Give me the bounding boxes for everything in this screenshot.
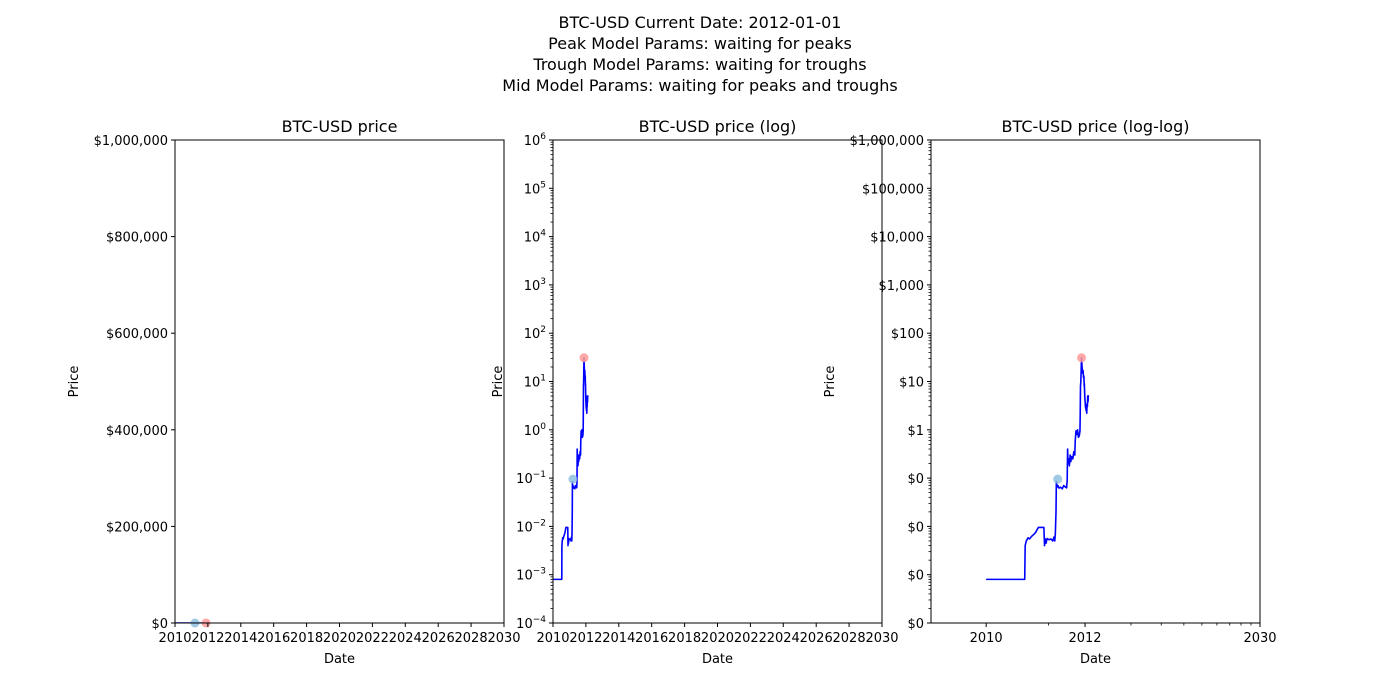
figure-title-line-1: BTC-USD Current Date: 2012-01-01 [558, 13, 842, 32]
y-tick-label: $100,000 [862, 182, 924, 197]
y-tick-label: 103 [524, 277, 546, 294]
x-tick-label: 2014 [224, 631, 257, 646]
x-tick-label: 2024 [389, 631, 422, 646]
subplot-title: BTC-USD price [282, 117, 398, 136]
x-tick-label: 2010 [158, 631, 191, 646]
x-tick-label: 2024 [767, 631, 800, 646]
y-tick-label: 100 [524, 422, 547, 439]
y-tick-label: $1,000 [879, 279, 925, 294]
subplot-title: BTC-USD price (log-log) [1002, 117, 1190, 136]
y-axis-label: Price [67, 366, 82, 398]
x-axis-label: Date [324, 652, 355, 667]
x-tick-label: 2030 [1243, 631, 1276, 646]
x-tick-label: 2016 [635, 631, 668, 646]
price-series-line [553, 356, 589, 581]
x-tick-label: 2026 [422, 631, 455, 646]
y-tick-label: $0 [907, 569, 924, 584]
y-tick-label: 10−4 [516, 615, 546, 632]
y-axis-label: Price [823, 366, 838, 398]
x-tick-label: 2010 [536, 631, 569, 646]
x-tick-label: 2030 [865, 631, 898, 646]
y-tick-label: 106 [524, 132, 547, 149]
y-tick-label: 104 [524, 229, 547, 246]
y-tick-label: $1,000,000 [850, 134, 924, 149]
figure-title-line-4: Mid Model Params: waiting for peaks and … [502, 76, 898, 95]
axes-frame [174, 139, 505, 624]
y-tick-label: 102 [524, 325, 546, 342]
x-tick-label: 2012 [1068, 631, 1101, 646]
x-tick-label: 2012 [569, 631, 602, 646]
price-series-line [986, 356, 1090, 581]
y-tick-label: 10−1 [516, 470, 546, 487]
x-axis-label: Date [702, 652, 733, 667]
x-tick-label: 2018 [290, 631, 323, 646]
x-tick-label: 2020 [701, 631, 734, 646]
y-tick-label: $100 [891, 327, 924, 342]
x-tick-label: 2022 [356, 631, 389, 646]
x-tick-label: 2026 [800, 631, 833, 646]
x-tick-label: 2010 [970, 631, 1003, 646]
x-tick-label: 2030 [487, 631, 520, 646]
axes-frame [930, 139, 1261, 624]
y-tick-label: $0 [907, 617, 924, 632]
x-tick-label: 2012 [191, 631, 224, 646]
y-tick-label: 10−2 [516, 518, 546, 535]
y-tick-label: $400,000 [106, 424, 168, 439]
y-tick-label: $0 [151, 617, 168, 632]
y-tick-label: 10−3 [516, 567, 546, 584]
y-axis-label: Price [491, 366, 506, 398]
x-tick-label: 2016 [257, 631, 290, 646]
x-tick-label: 2020 [323, 631, 356, 646]
peak-marker-1 [1077, 353, 1087, 363]
x-tick-label: 2018 [668, 631, 701, 646]
y-tick-label: $10,000 [870, 231, 924, 246]
trough-marker-1 [1053, 474, 1063, 484]
x-tick-label: 2014 [602, 631, 635, 646]
y-tick-label: $800,000 [106, 231, 168, 246]
x-tick-label: 2022 [734, 631, 767, 646]
x-tick-label: 2028 [455, 631, 488, 646]
y-tick-label: $1,000,000 [94, 134, 168, 149]
figure-title: BTC-USD Current Date: 2012-01-01 Peak Mo… [0, 12, 1400, 96]
y-tick-label: $600,000 [106, 327, 168, 342]
subplot-3: BTC-USD price (log-log) Date Price 2010 2012… [823, 117, 1277, 667]
x-tick-label: 2028 [833, 631, 866, 646]
peak-marker-1 [579, 353, 589, 363]
subplot-2: BTC-USD price (log) Date Price 2010 2012 2014… [491, 117, 899, 667]
figure-title-line-3: Trough Model Params: waiting for troughs [533, 55, 867, 74]
y-tick-label: $200,000 [106, 520, 168, 535]
y-tick-label: $0 [907, 472, 924, 487]
y-tick-label: $0 [907, 520, 924, 535]
y-tick-label: 101 [524, 374, 546, 391]
y-tick-label: $10 [899, 376, 924, 391]
y-tick-label: 105 [524, 180, 546, 197]
figure-title-line-2: Peak Model Params: waiting for peaks [548, 34, 852, 53]
y-tick-label: $1 [907, 424, 924, 439]
x-axis-label: Date [1080, 652, 1111, 667]
trough-marker-1 [568, 474, 578, 484]
subplot-title: BTC-USD price (log) [639, 117, 797, 136]
